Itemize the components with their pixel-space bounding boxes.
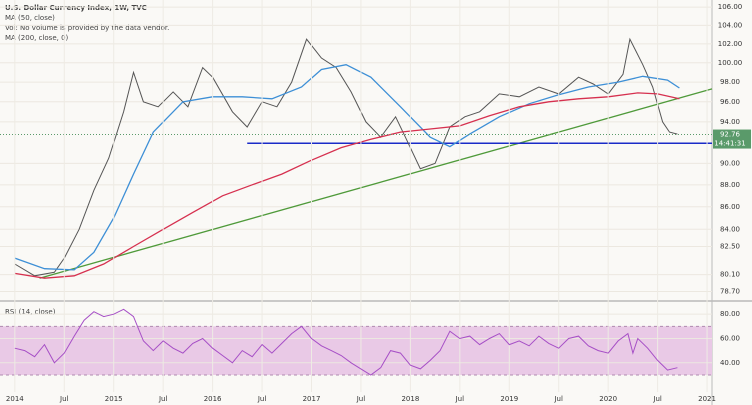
y-tick-label: 84.00 bbox=[720, 225, 740, 233]
ma-line bbox=[14, 64, 680, 271]
x-tick-label: Jul bbox=[257, 395, 267, 403]
x-tick-label: 2021 bbox=[698, 395, 716, 403]
x-tick-label: 2015 bbox=[105, 395, 123, 403]
chart-title: U.S. Dollar Currency Index, 1W, TVC bbox=[5, 4, 147, 12]
y-tick-label: 86.00 bbox=[720, 203, 740, 211]
price-line bbox=[14, 37, 678, 277]
x-tick-label: Jul bbox=[455, 395, 465, 403]
rsi-title: RSI (14, close) bbox=[5, 308, 56, 316]
x-tick-label: 2017 bbox=[303, 395, 321, 403]
y-tick-label: 100.00 bbox=[718, 59, 743, 67]
price-badge-label: 92.76 bbox=[720, 131, 741, 139]
y-tick-label: 102.00 bbox=[718, 40, 743, 48]
x-tick-label: 2016 bbox=[204, 395, 222, 403]
y-tick-label: 88.00 bbox=[720, 181, 740, 189]
y-tick-label: 94.00 bbox=[720, 118, 740, 126]
countdown: 14:41:31 bbox=[714, 140, 745, 148]
x-tick-label: Jul bbox=[59, 395, 69, 403]
x-tick-label: Jul bbox=[158, 395, 168, 403]
y-tick-label: 106.00 bbox=[718, 3, 743, 11]
trendline bbox=[39, 88, 713, 279]
y-tick-label: 80.00 bbox=[720, 310, 740, 318]
x-tick-label: 2014 bbox=[6, 395, 24, 403]
legend-entry: MA (200, close, 0) bbox=[5, 34, 69, 42]
x-tick-label: 2020 bbox=[599, 395, 617, 403]
y-tick-label: 82.50 bbox=[720, 242, 740, 250]
y-tick-label: 90.00 bbox=[720, 159, 740, 167]
y-tick-label: 104.00 bbox=[718, 21, 743, 29]
y-tick-label: 80.10 bbox=[720, 271, 740, 279]
x-tick-label: Jul bbox=[553, 395, 563, 403]
y-tick-label: 78.70 bbox=[720, 287, 740, 295]
ma-line bbox=[14, 92, 680, 279]
y-tick-label: 40.00 bbox=[720, 359, 740, 367]
y-tick-label: 96.00 bbox=[720, 98, 740, 106]
y-tick-label: 98.00 bbox=[720, 78, 740, 86]
note: Vol: No volume is provided by the data v… bbox=[5, 24, 169, 32]
x-tick-label: 2019 bbox=[500, 395, 518, 403]
legend-entry: MA (50, close) bbox=[5, 14, 55, 22]
y-tick-label: 60.00 bbox=[720, 334, 740, 342]
x-tick-label: 2018 bbox=[401, 395, 419, 403]
rsi-band bbox=[0, 326, 712, 375]
price-line bbox=[14, 308, 678, 376]
price-badge bbox=[713, 129, 751, 149]
x-tick-label: Jul bbox=[652, 395, 662, 403]
x-tick-label: Jul bbox=[356, 395, 366, 403]
